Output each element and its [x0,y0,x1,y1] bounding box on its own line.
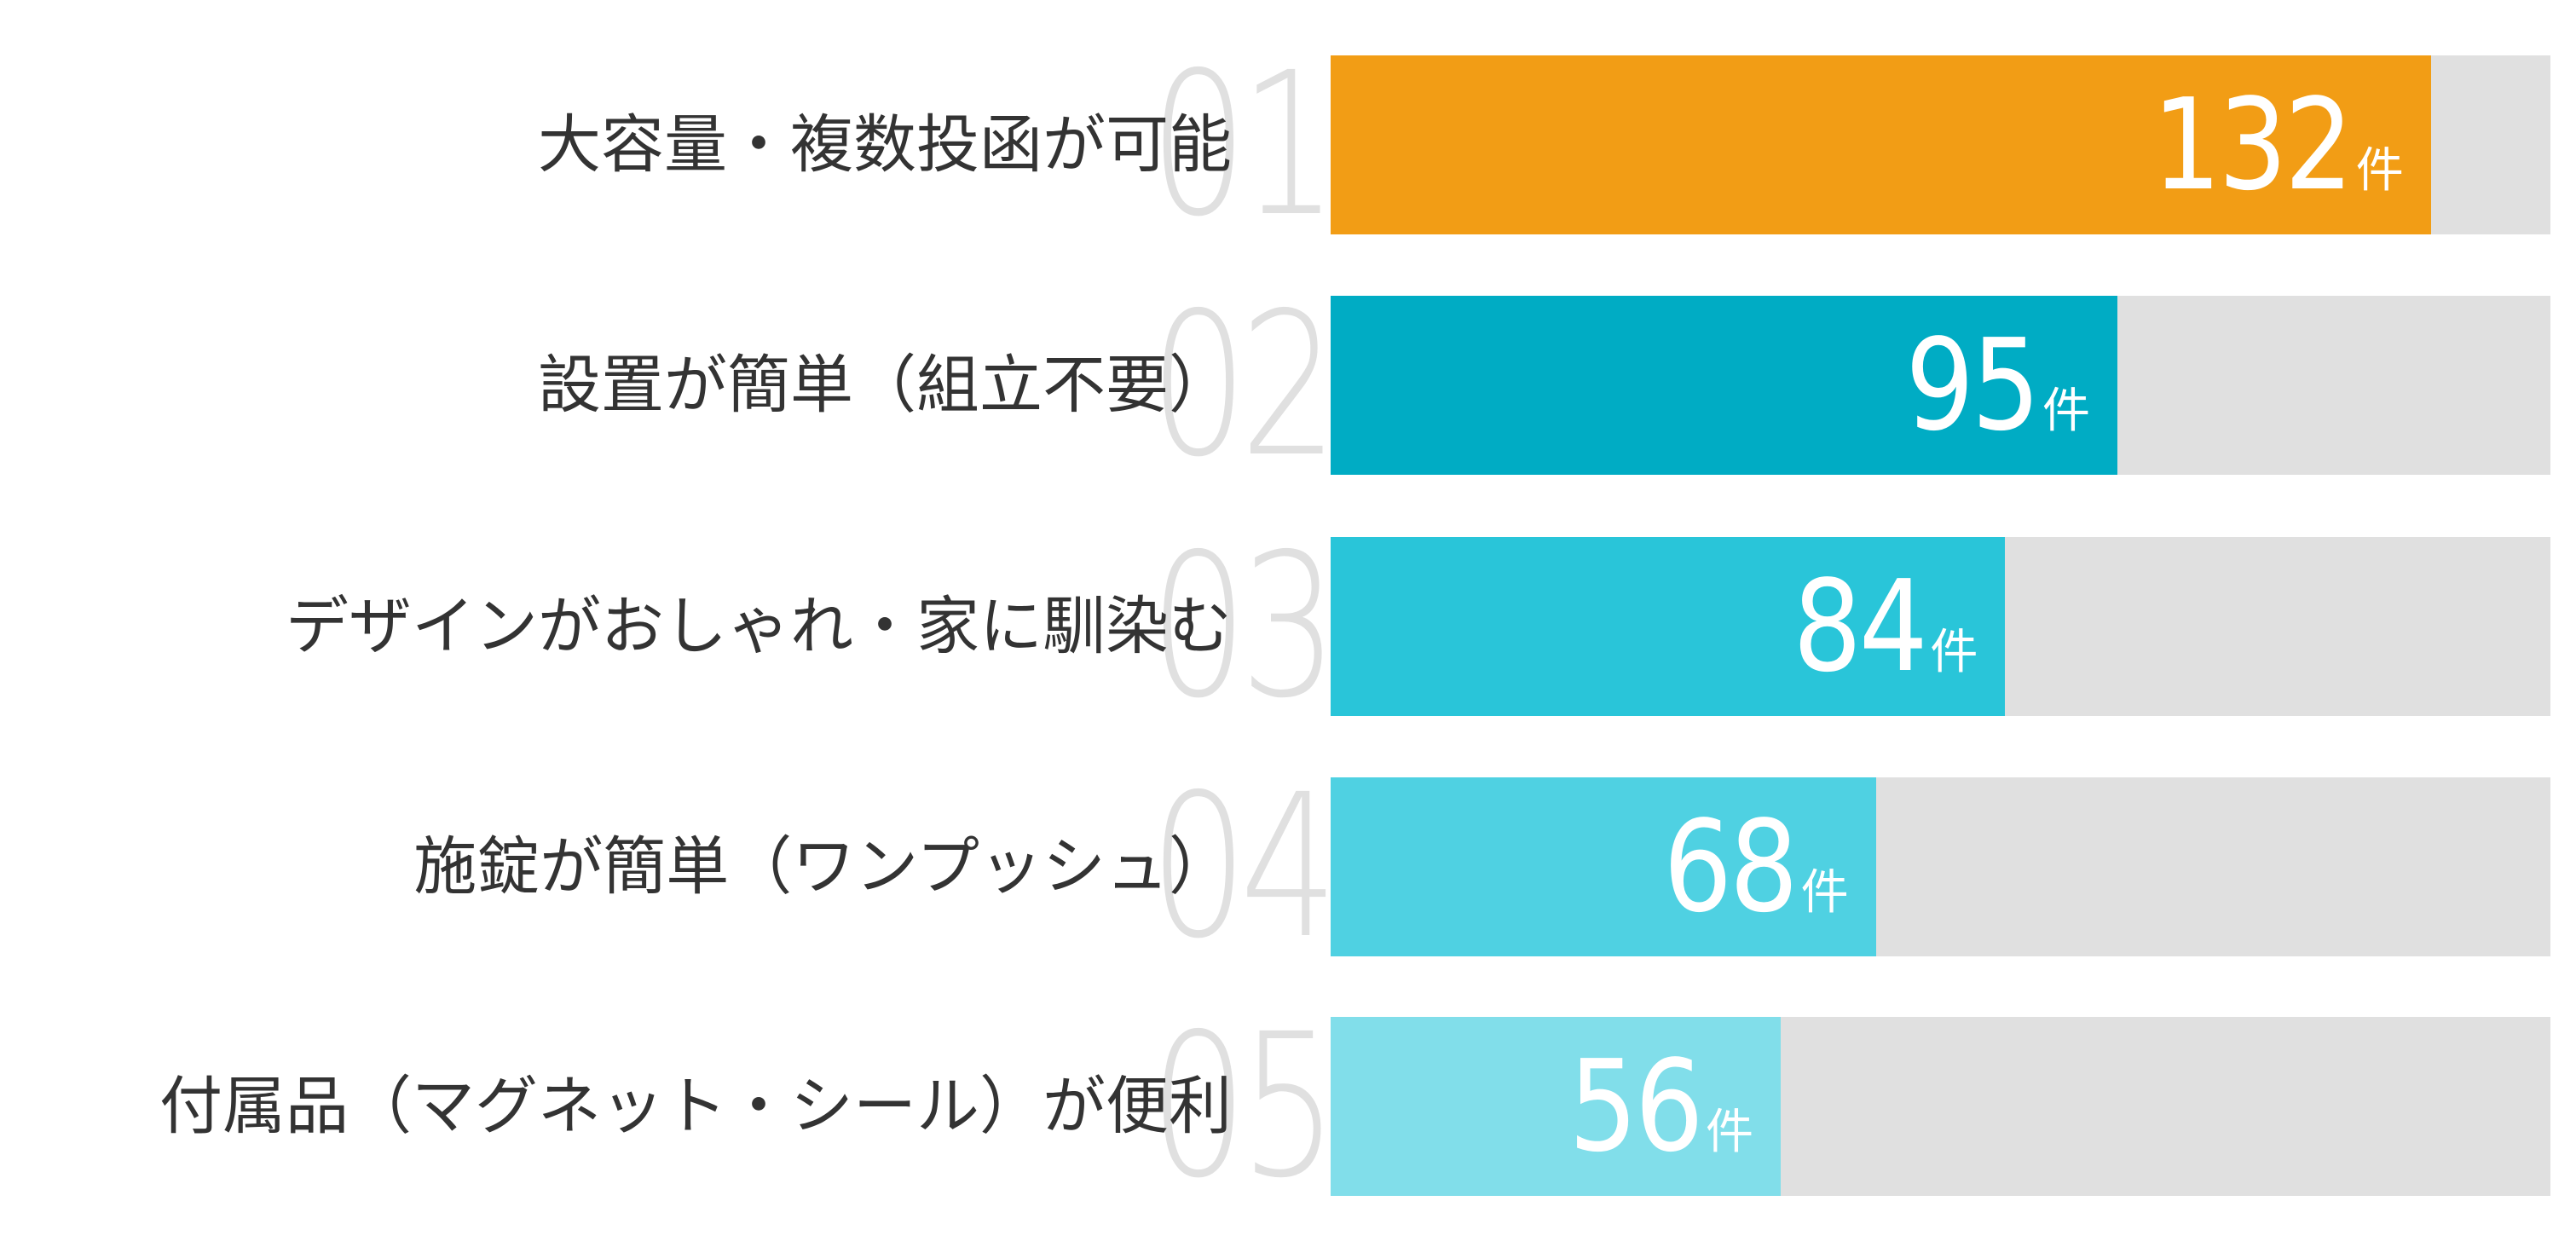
value-unit: 件 [2355,143,2404,199]
value-number: 95 [1904,312,2041,459]
rank-number: 05 [1149,991,1337,1221]
value-label: 56 件 [1547,1017,1753,1196]
bar-fill: 132 件 [1331,55,2431,234]
bar-fill: 95 件 [1331,296,2117,475]
bar-fill: 56 件 [1331,1017,1782,1196]
value-number: 132 [2152,72,2354,218]
bar-track: 132 件 [1331,55,2550,234]
bar-track: 56 件 [1331,1017,2550,1196]
value-number: 56 [1568,1033,1704,1180]
value-label: 132 件 [2120,55,2404,234]
chart-row-3: 03 デザインがおしゃれ・家に馴染む 84 件 [0,528,2576,725]
category-label: 付属品（マグネット・シール）が便利 [159,1070,1232,1143]
value-label: 95 件 [1884,296,2090,475]
bar-fill: 68 件 [1331,777,1876,956]
chart-row-5: 05 付属品（マグネット・シール）が便利 56 件 [0,1008,2576,1205]
rank-number: 04 [1149,752,1337,982]
chart-row-1: 01 大容量・複数投函が可能 132 件 [0,46,2576,244]
value-unit: 件 [1800,865,1849,921]
rank-number: 02 [1149,270,1337,500]
category-label: デザインがおしゃれ・家に馴染む [286,590,1232,663]
value-label: 84 件 [1771,537,1978,716]
rank-number: 03 [1149,511,1337,742]
value-unit: 件 [1930,625,1978,680]
category-label: 大容量・複数投函が可能 [538,108,1232,182]
chart-row-2: 02 設置が簡単（組立不要） 95 件 [0,286,2576,484]
bar-fill: 84 件 [1331,537,2006,716]
value-unit: 件 [1706,1105,1754,1160]
bar-track: 84 件 [1331,537,2550,716]
bar-track: 95 件 [1331,296,2550,475]
category-label: 設置が簡単（組立不要） [538,349,1232,422]
bar-track: 68 件 [1331,777,2550,956]
value-number: 84 [1793,553,1928,700]
category-label: 施錠が簡単（ワンプッシュ） [413,830,1232,904]
chart-row-4: 04 施錠が簡単（ワンプッシュ） 68 件 [0,768,2576,966]
rank-number: 01 [1149,30,1337,260]
value-number: 68 [1663,794,1799,940]
value-label: 68 件 [1642,777,1849,956]
value-unit: 件 [2042,384,2090,439]
